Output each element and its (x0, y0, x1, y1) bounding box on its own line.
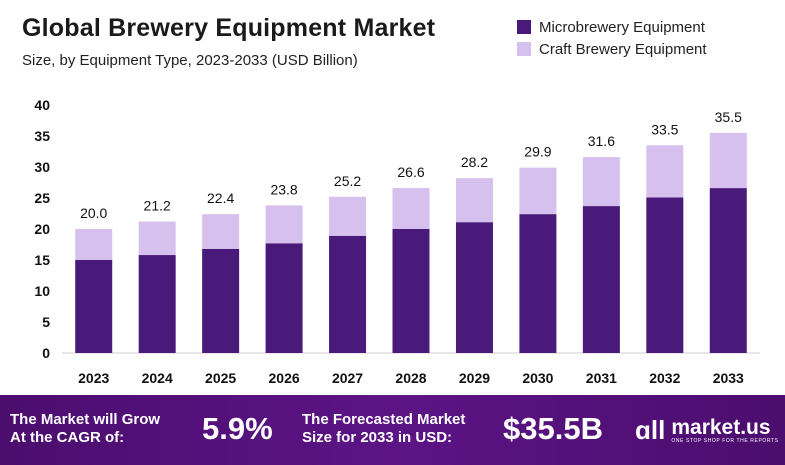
forecast-label: The Forecasted Market Size for 2033 in U… (302, 411, 465, 447)
bar-craft-2030 (519, 167, 557, 215)
cagr-label-line2: At the CAGR of: (10, 429, 125, 446)
legend-item-microbrewery: Microbrewery Equipment (517, 16, 707, 38)
bar-microbrewery-2026 (265, 243, 303, 353)
x-tick-label: 2024 (142, 370, 173, 386)
bar-craft-2023 (75, 229, 113, 260)
data-label-total: 28.2 (461, 154, 488, 170)
cagr-label: The Market will Grow At the CAGR of: (10, 411, 160, 447)
cagr-value: 5.9% (202, 411, 273, 446)
x-tick-label: 2030 (522, 370, 553, 386)
bar-craft-2032 (646, 145, 684, 198)
bar-craft-2026 (265, 205, 303, 244)
legend-label-microbrewery: Microbrewery Equipment (539, 18, 705, 36)
legend: Microbrewery Equipment Craft Brewery Equ… (517, 16, 707, 60)
bar-microbrewery-2031 (582, 206, 620, 353)
cagr-label-line1: The Market will Grow (10, 411, 161, 428)
y-tick-label: 35 (34, 128, 50, 144)
data-label-total: 26.6 (397, 164, 424, 180)
logo-tagline: ONE STOP SHOP FOR THE REPORTS (671, 437, 779, 444)
bar-craft-2024 (138, 221, 176, 256)
y-tick-label: 20 (34, 221, 50, 237)
bar-microbrewery-2030 (519, 214, 557, 353)
bar-craft-2031 (582, 157, 620, 207)
y-tick-label: 30 (34, 159, 50, 175)
forecast-label-line2: Size for 2033 in USD: (302, 429, 453, 446)
y-tick-label: 5 (42, 314, 50, 330)
legend-item-craft: Craft Brewery Equipment (517, 38, 707, 60)
x-tick-label: 2026 (269, 370, 300, 386)
chart-title: Global Brewery Equipment Market (22, 14, 436, 42)
x-tick-label: 2027 (332, 370, 363, 386)
y-tick-label: 10 (34, 283, 50, 299)
data-label-total: 25.2 (334, 173, 361, 189)
x-tick-label: 2028 (395, 370, 426, 386)
x-tick-label: 2029 (459, 370, 490, 386)
logo-name: market.us (671, 415, 771, 439)
bar-craft-2029 (455, 178, 493, 223)
forecast-label-line1: The Forecasted Market (302, 411, 466, 428)
bar-microbrewery-2024 (138, 255, 176, 353)
x-tick-label: 2032 (649, 370, 680, 386)
y-tick-label: 40 (34, 97, 50, 113)
y-tick-label: 15 (34, 252, 50, 268)
bar-microbrewery-2027 (329, 235, 367, 353)
y-tick-label: 25 (34, 190, 50, 206)
bar-chart: 051015202530354020.0202321.2202422.42025… (34, 97, 760, 386)
bar-microbrewery-2033 (709, 188, 747, 353)
market-us-logo-icon: ɑll (635, 415, 666, 445)
y-tick-label: 0 (42, 345, 50, 361)
data-label-total: 21.2 (144, 198, 171, 214)
footer-banner: The Market will Grow At the CAGR of: 5.9… (0, 395, 785, 465)
x-tick-label: 2023 (78, 370, 109, 386)
legend-swatch-microbrewery (517, 20, 531, 34)
bar-microbrewery-2029 (455, 222, 493, 353)
x-tick-label: 2033 (713, 370, 744, 386)
data-label-total: 33.5 (651, 121, 678, 137)
bar-microbrewery-2032 (646, 197, 684, 353)
bar-craft-2025 (202, 214, 240, 249)
data-label-total: 35.5 (715, 109, 742, 125)
x-tick-label: 2031 (586, 370, 617, 386)
bar-microbrewery-2025 (202, 248, 240, 353)
data-label-total: 29.9 (524, 144, 551, 160)
bar-craft-2028 (392, 188, 430, 229)
legend-label-craft: Craft Brewery Equipment (539, 40, 707, 58)
data-label-total: 22.4 (207, 190, 234, 206)
bar-craft-2033 (709, 132, 747, 189)
x-tick-label: 2025 (205, 370, 236, 386)
forecast-value: $35.5B (503, 411, 603, 446)
logo: ɑll market.us ONE STOP SHOP FOR THE REPO… (635, 415, 779, 446)
bar-craft-2027 (329, 196, 367, 236)
legend-swatch-craft (517, 42, 531, 56)
bar-microbrewery-2028 (392, 229, 430, 353)
data-label-total: 20.0 (80, 205, 107, 221)
data-label-total: 23.8 (270, 181, 297, 197)
chart-subtitle: Size, by Equipment Type, 2023-2033 (USD … (22, 52, 358, 69)
data-label-total: 31.6 (588, 133, 615, 149)
bar-microbrewery-2023 (75, 260, 113, 353)
